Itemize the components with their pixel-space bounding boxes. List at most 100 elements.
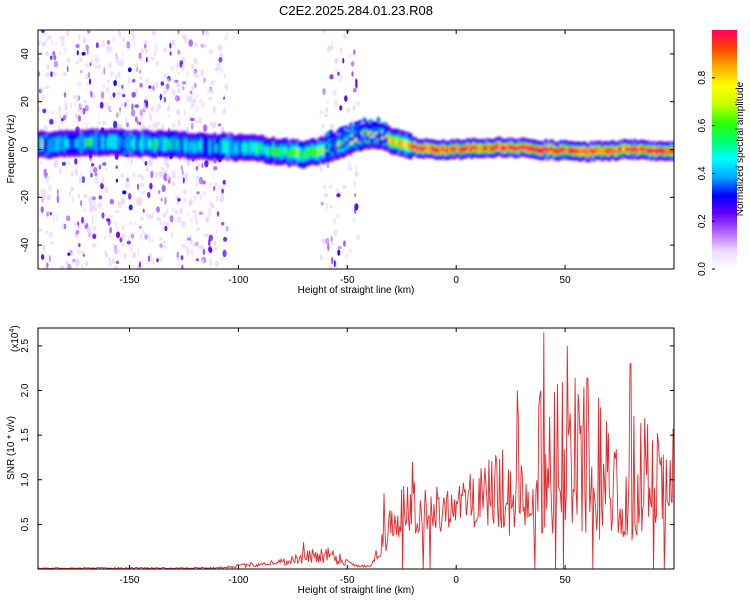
speckle-mark [174,210,179,215]
speckle-mark [142,208,145,213]
speckle-mark [110,163,114,170]
band-cell [670,147,674,154]
speckle-mark [171,173,176,179]
speckle-mark [121,197,125,205]
band-cell [239,139,243,154]
band-cell [350,137,354,141]
speckle-mark [158,190,161,194]
speckle-mark [186,248,190,256]
speckle-mark [136,120,139,125]
speckle-mark [177,198,181,202]
band-cell [285,147,289,156]
speckle-mark [106,102,109,110]
speckle-mark [78,243,81,248]
speckle-mark [117,200,122,209]
band-cell [182,137,186,152]
spectrogram-panel: -150 -100 -50 0 50 -40 -20 0 20 40 Height of stra… [6,29,675,296]
band-cell [309,148,313,157]
band-cell [112,135,117,150]
band-cell [337,133,341,137]
speckle-mark [119,237,123,243]
band-cell [252,143,256,152]
speckle-mark [42,247,46,251]
band-cell [80,135,84,150]
speckle-mark [336,187,339,194]
speckle-mark [108,232,112,239]
speckle-mark [85,122,88,129]
speckle-mark [198,176,204,185]
speckle-mark [45,72,50,77]
band-cell [437,146,441,153]
band-cell [267,147,271,156]
band-cell [426,145,430,152]
speckle-mark [204,233,209,238]
speckle-mark [128,76,131,85]
speckle-mark [46,64,50,70]
speckle-mark [223,73,226,79]
speckle-mark [221,184,224,188]
band-cell [664,148,668,155]
band-cell [358,119,362,124]
band-cell [51,137,56,152]
x-tick-label: -100 [228,575,248,586]
speckle-mark [352,181,357,188]
speckle-mark [84,62,89,68]
speckle-mark [117,123,120,130]
band-cell [498,143,502,150]
speckle-mark [143,39,148,45]
speckle-mark [97,203,100,208]
speckle-mark [213,186,216,191]
speckle-mark [191,98,196,107]
speckle-mark [186,235,192,239]
speckle-mark [222,179,226,185]
speckle-mark [222,249,227,258]
speckle-mark [166,107,169,111]
band-cell [65,138,69,147]
speckle-mark [127,33,132,37]
speckle-mark [71,196,74,204]
y-tick-label: -40 [20,237,31,252]
speckle-mark [322,30,325,34]
speckle-mark [202,248,206,256]
speckle-mark [157,103,161,110]
speckle-mark [149,252,152,259]
speckle-mark [100,91,105,99]
speckle-mark [74,168,78,176]
speckle-mark [99,201,102,210]
band-cell [334,146,338,150]
speckle-mark [220,67,223,74]
speckle-mark [65,215,71,222]
band-cell [84,139,88,148]
speckle-mark [93,203,97,211]
speckle-mark [101,84,107,88]
y-tick-label: 40 [20,48,31,60]
speckle-mark [80,250,85,255]
speckle-mark [183,109,186,116]
band-cell [200,141,204,150]
band-cell [359,141,363,146]
band-cell [345,131,349,135]
speckle-mark [163,96,167,103]
band-cell [382,138,387,142]
speckle-mark [77,80,82,88]
speckle-mark [74,113,80,118]
band-cell [409,142,413,151]
speckle-mark [141,158,145,163]
speckle-mark [175,82,181,88]
speckle-mark [185,37,188,41]
band-cell [313,148,317,157]
band-cell [365,121,369,125]
speckle-mark [113,80,117,87]
speckle-mark [189,238,193,245]
speckle-mark [49,255,51,263]
speckle-mark [52,216,56,223]
speckle-mark [349,216,354,223]
speckle-mark [168,94,172,101]
speckle-mark [65,30,69,36]
speckle-mark [52,161,58,168]
band-cell [381,124,385,128]
band-cell [271,145,276,154]
speckle-mark [215,229,218,234]
speckle-mark [53,60,59,68]
speckle-mark [75,230,80,235]
